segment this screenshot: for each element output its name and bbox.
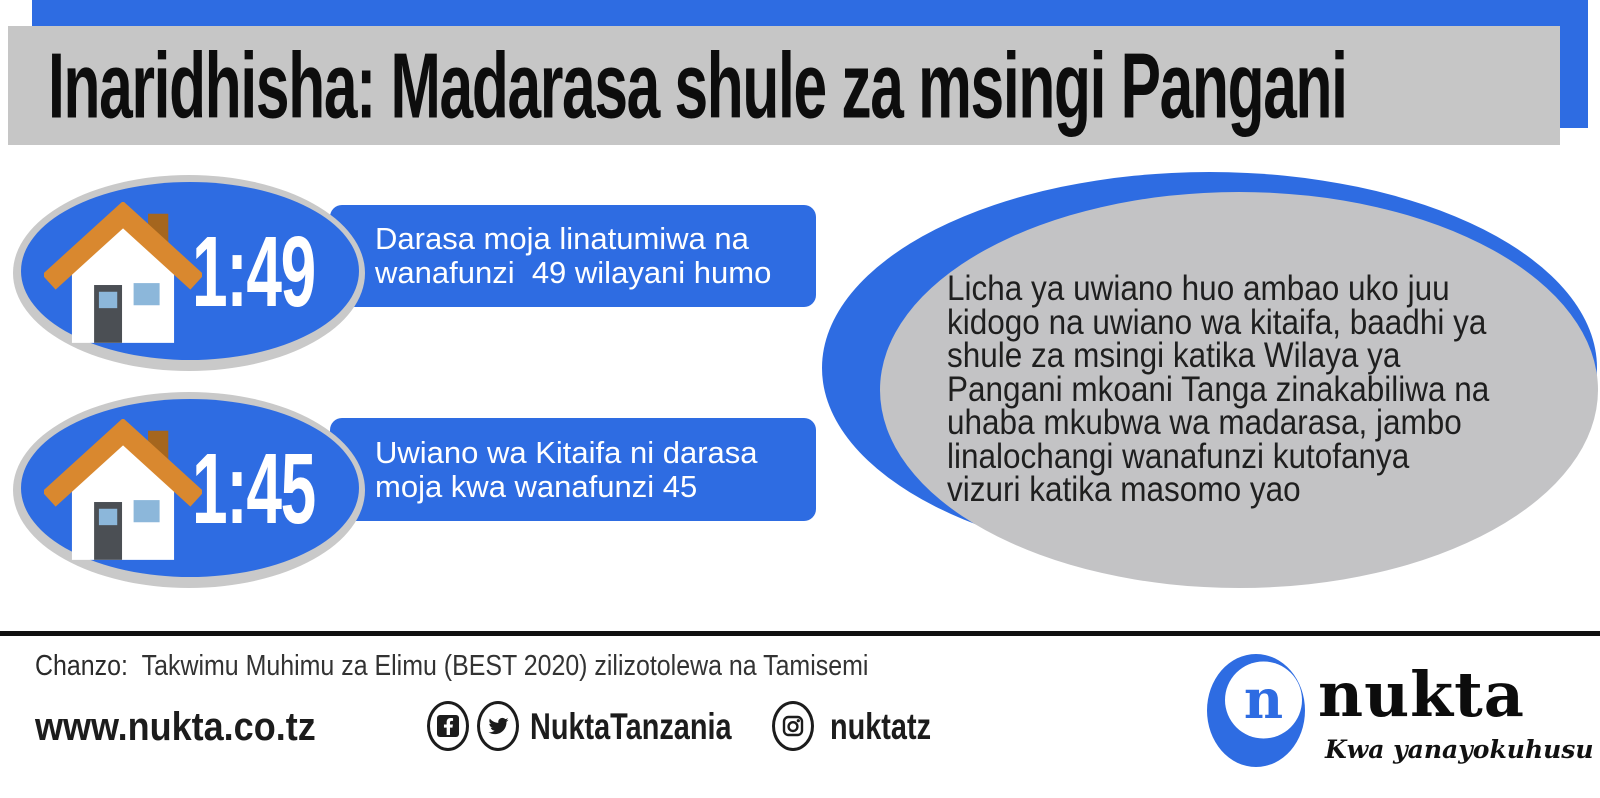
ratio-value-2: 1:45 xyxy=(192,433,316,545)
instagram-icon[interactable] xyxy=(772,701,814,751)
website-link[interactable]: www.nukta.co.tz xyxy=(35,705,316,749)
stat-description-bar-1: Darasa moja linatumiwa na wanafunzi 49 w… xyxy=(330,205,816,307)
source-text: Takwimu Muhimu za Elimu (BEST 2020) zili… xyxy=(141,650,869,682)
stat-description-1: Darasa moja linatumiwa na wanafunzi 49 w… xyxy=(375,221,772,290)
social-handle-nuktatanzania[interactable]: NuktaTanzania xyxy=(530,706,732,747)
facebook-glyph xyxy=(437,715,459,737)
facebook-icon[interactable] xyxy=(427,701,469,751)
stat-description-2: Uwiano wa Kitaifa ni darasa moja kwa wan… xyxy=(375,434,758,504)
nukta-monogram: n xyxy=(1244,667,1283,731)
nukta-wordmark[interactable]: nukta xyxy=(1318,658,1525,731)
social-handle-nuktatz[interactable]: nuktatz xyxy=(830,706,932,747)
source-label: Chanzo: xyxy=(35,650,128,682)
callout-text: Licha ya uwiano huo ambao uko juu kidogo… xyxy=(947,269,1490,509)
nukta-tagline: Kwa yanayokuhusu xyxy=(1325,735,1594,764)
ratio-value-1: 1:49 xyxy=(192,216,316,328)
nukta-logo-icon[interactable]: n xyxy=(1206,653,1306,768)
house-icon xyxy=(44,202,202,343)
house-icon xyxy=(44,419,202,560)
title-band: Inaridhisha: Madarasa shule za msingi Pa… xyxy=(8,26,1560,145)
callout-ellipse xyxy=(880,192,1598,588)
footer-divider xyxy=(0,631,1600,636)
twitter-icon[interactable] xyxy=(477,701,519,751)
page-title: Inaridhisha: Madarasa shule za msingi Pa… xyxy=(48,33,1348,137)
stat-description-bar-2: Uwiano wa Kitaifa ni darasa moja kwa wan… xyxy=(330,418,816,521)
source-line: Chanzo: Takwimu Muhimu za Elimu (BEST 202… xyxy=(35,650,868,683)
